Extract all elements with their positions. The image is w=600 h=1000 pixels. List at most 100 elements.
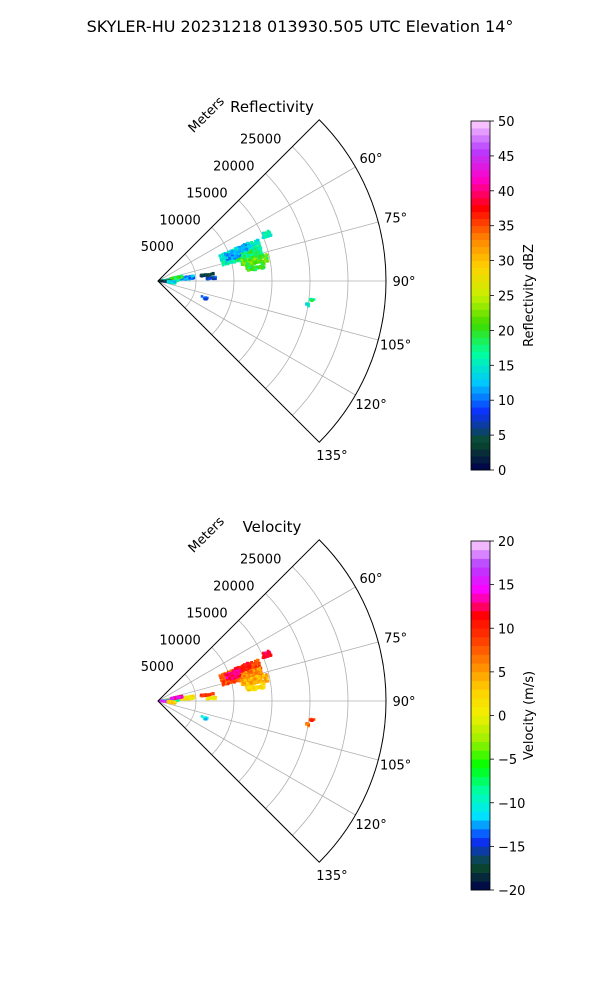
velocity-echo-gate <box>230 673 234 677</box>
velocity-echo-gate <box>253 677 257 681</box>
velocity-colorbar-tick-label: 10 <box>498 622 515 637</box>
velocity-echo-gate <box>201 693 205 697</box>
velocity-echo-gate <box>176 698 180 701</box>
velocity-echo-gate <box>263 655 267 659</box>
reflectivity-echo-gate <box>253 257 257 261</box>
reflectivity-colorbar-tick-label: 50 <box>498 115 515 130</box>
reflectivity-azimuth-tick-label: 135° <box>316 449 347 464</box>
reflectivity-colorbar-level <box>471 295 490 303</box>
velocity-echo-gate <box>264 680 268 683</box>
velocity-echo-gate <box>207 693 211 696</box>
reflectivity-echo-gate <box>178 275 182 279</box>
velocity-azimuth-tick-label: 135° <box>316 869 347 884</box>
velocity-echo-gate <box>258 661 261 665</box>
reflectivity-echo-gate <box>222 259 226 263</box>
reflectivity-echo-gate <box>230 253 234 257</box>
velocity-echo-gate <box>231 679 234 682</box>
reflectivity-echo-gate <box>257 260 261 264</box>
reflectivity-echo-gate <box>233 252 237 256</box>
reflectivity-echo-gate <box>231 256 235 259</box>
velocity-echo-gate <box>237 665 241 669</box>
velocity-echo-gate <box>237 677 240 681</box>
velocity-echo-gate <box>248 663 251 667</box>
reflectivity-echo-gate <box>266 230 270 233</box>
reflectivity-echo-cluster <box>200 295 209 301</box>
velocity-echo-gate <box>160 699 164 703</box>
reflectivity-echo-gate <box>242 258 246 262</box>
velocity-echo-gate <box>253 681 256 685</box>
reflectivity-echo-cluster <box>261 229 273 240</box>
reflectivity-polar-frame <box>157 119 387 443</box>
reflectivity-azimuth-tick-label: 120° <box>355 398 386 413</box>
reflectivity-echo-gate <box>233 256 236 260</box>
reflectivity-echo-gate <box>261 236 265 239</box>
velocity-echo-gate <box>306 722 310 726</box>
reflectivity-azimuth-spoke <box>157 166 356 282</box>
velocity-echo-gate <box>233 667 237 670</box>
velocity-echo-gate <box>192 696 195 700</box>
reflectivity-colorbar-level <box>471 239 490 248</box>
velocity-echo-gate <box>204 694 208 698</box>
velocity-colorbar-level <box>471 680 490 690</box>
velocity-echo-gate <box>249 673 253 677</box>
reflectivity-colorbar-level <box>471 246 490 255</box>
velocity-echo-gate <box>236 669 240 673</box>
reflectivity-echo-gate <box>253 242 256 245</box>
reflectivity-echo-gate <box>262 262 266 265</box>
velocity-colorbar-tick-label: −10 <box>498 797 525 812</box>
velocity-echo-gate <box>176 695 180 699</box>
reflectivity-echo-gate <box>245 247 249 250</box>
reflectivity-echo-gate <box>245 242 249 245</box>
reflectivity-echo-gate <box>171 276 175 280</box>
velocity-range-tick-label: 5000 <box>141 660 174 675</box>
velocity-echo-gate <box>244 679 247 682</box>
reflectivity-echo-gate <box>261 265 264 268</box>
reflectivity-colorbar-level <box>471 190 490 199</box>
reflectivity-echo-gate <box>228 257 232 260</box>
reflectivity-echo-gate <box>249 255 252 259</box>
reflectivity-echo-gate <box>256 247 260 251</box>
velocity-echo-gate <box>159 699 162 703</box>
reflectivity-echo-gate <box>230 256 233 260</box>
reflectivity-colorbar-tick-label: 35 <box>498 220 515 235</box>
reflectivity-echo-cluster <box>224 248 242 261</box>
velocity-echo-gate <box>254 671 257 674</box>
reflectivity-colorbar-level <box>471 169 490 178</box>
velocity-colorbar-level <box>471 750 490 760</box>
velocity-colorbar-level <box>471 820 490 830</box>
reflectivity-echo-gate <box>266 235 269 238</box>
velocity-echo-gate <box>229 681 232 684</box>
reflectivity-echo-gate <box>311 299 314 302</box>
reflectivity-colorbar-tick-label: 40 <box>498 185 515 200</box>
reflectivity-colorbar-level <box>471 393 490 401</box>
velocity-echo-gate <box>266 652 270 656</box>
velocity-echo-gate <box>244 675 247 679</box>
velocity-colorbar-level <box>471 785 490 795</box>
reflectivity-echo-gate <box>255 255 259 258</box>
reflectivity-echo-gate <box>262 232 266 236</box>
reflectivity-echo-gate <box>248 258 251 262</box>
reflectivity-colorbar-level <box>471 204 490 213</box>
velocity-echo-gate <box>261 679 265 683</box>
velocity-echo-gate <box>170 701 174 704</box>
velocity-echo-gate <box>256 670 259 674</box>
reflectivity-colorbar-tick-label: 15 <box>498 359 515 374</box>
reflectivity-echo-gate <box>231 259 234 262</box>
velocity-echo-cluster <box>166 700 177 705</box>
reflectivity-colorbar-level <box>471 379 490 387</box>
velocity-echo-gate <box>260 686 263 690</box>
velocity-colorbar-label: Velocity (m/s) <box>522 671 537 760</box>
velocity-echo-gate <box>305 723 308 726</box>
velocity-echo-gate <box>245 662 249 665</box>
velocity-echo-gate <box>257 680 261 684</box>
reflectivity-echo-gate <box>262 265 266 269</box>
reflectivity-echo-gate <box>229 249 233 253</box>
velocity-colorbar-level <box>471 863 490 873</box>
velocity-colorbar-tick-label: 20 <box>498 535 515 550</box>
velocity-echo-gate <box>232 680 236 684</box>
velocity-echo-gate <box>183 698 187 701</box>
velocity-echo-gate <box>245 674 249 677</box>
velocity-echo-gate <box>242 670 246 673</box>
reflectivity-echo-gate <box>252 266 256 270</box>
velocity-colorbar-level <box>471 541 490 551</box>
